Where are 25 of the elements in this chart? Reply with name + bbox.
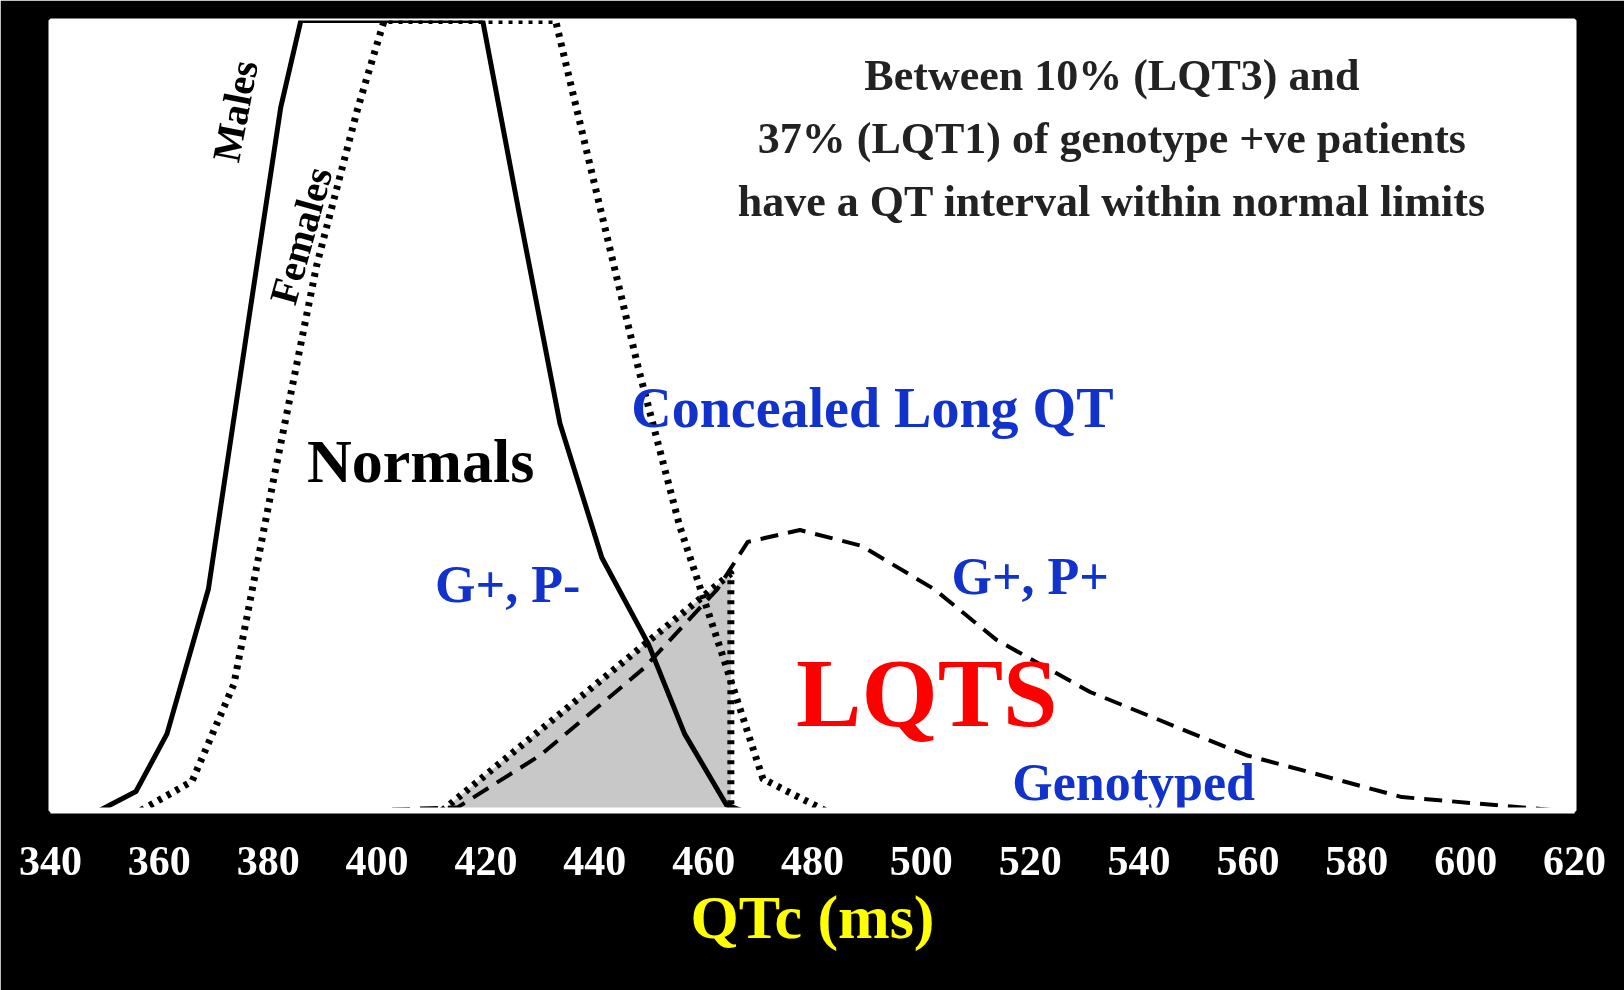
x-tick-label: 500 [889,837,953,884]
x-tick-label: 380 [236,837,300,884]
annotation: Concealed Long QT [631,377,1114,440]
annotation: LQTS [796,639,1058,748]
x-tick-label: 580 [1325,837,1389,884]
x-tick-label: 620 [1543,837,1606,884]
x-tick-label: 520 [998,837,1062,884]
annotation: G+, P+ [951,548,1109,606]
annotation: Between 10% (LQT3) and [864,50,1360,100]
x-tick-label: 600 [1434,837,1498,884]
x-tick-label: 480 [781,837,844,884]
x-axis-title: QTc (ms) [690,882,935,952]
annotation: Normals [306,426,535,495]
annotation: G+, P- [435,556,581,613]
x-tick-label: 360 [127,837,191,884]
x-tick-label: 340 [19,837,82,884]
x-tick-label: 540 [1107,837,1171,884]
annotation: 37% (LQT1) of genotype +ve patients [757,113,1466,163]
x-tick-label: 560 [1216,837,1280,884]
x-tick-label: 400 [345,837,409,884]
x-tick-label: 420 [454,837,518,884]
annotation: Genotyped [1012,753,1256,811]
x-tick-label: 460 [672,837,736,884]
x-tick-label: 440 [563,837,627,884]
annotation: have a QT interval within normal limits [737,176,1486,226]
